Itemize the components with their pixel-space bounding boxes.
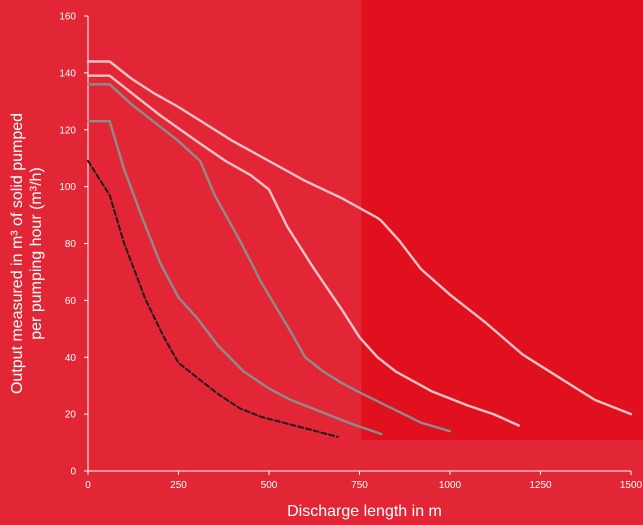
series-line-2 bbox=[86, 74, 520, 427]
y-tick-label: 160 bbox=[59, 12, 76, 23]
series-line-5 bbox=[87, 160, 339, 438]
highlight-band bbox=[361, 0, 643, 440]
y-axis-title: Output measured in m³ of solid pumped pe… bbox=[9, 113, 45, 394]
y-tick-label: 80 bbox=[65, 239, 77, 250]
y-axis-title-line-2: per pumping hour (m³/h) bbox=[28, 167, 45, 340]
y-tick-label: 40 bbox=[65, 353, 77, 364]
ticks: 0 20 40 60 80 100 120 140 160 0 250 500 750 1000 1250 1… bbox=[59, 12, 642, 492]
y-tick-label: 120 bbox=[59, 125, 76, 136]
x-tick-label: 1500 bbox=[620, 480, 643, 491]
x-tick-label: 1000 bbox=[439, 480, 462, 491]
x-tick-label: 0 bbox=[85, 480, 91, 491]
series-group bbox=[86, 60, 633, 438]
series-line-3 bbox=[86, 83, 452, 433]
y-tick-label: 100 bbox=[59, 182, 76, 193]
series-line-1 bbox=[86, 60, 633, 416]
y-tick-label: 60 bbox=[65, 296, 77, 307]
y-tick-label: 140 bbox=[59, 68, 76, 79]
x-tick-label: 250 bbox=[170, 480, 187, 491]
x-tick-label: 750 bbox=[351, 480, 368, 491]
x-axis-title: Discharge length in m bbox=[287, 503, 442, 520]
x-tick-label: 1250 bbox=[529, 480, 552, 491]
x-tick-label: 500 bbox=[261, 480, 278, 491]
y-tick-label: 20 bbox=[65, 410, 77, 421]
y-axis-title-line-1: Output measured in m³ of solid pumped bbox=[9, 113, 26, 394]
series-line-4 bbox=[86, 120, 383, 436]
y-tick-label: 0 bbox=[70, 467, 76, 478]
